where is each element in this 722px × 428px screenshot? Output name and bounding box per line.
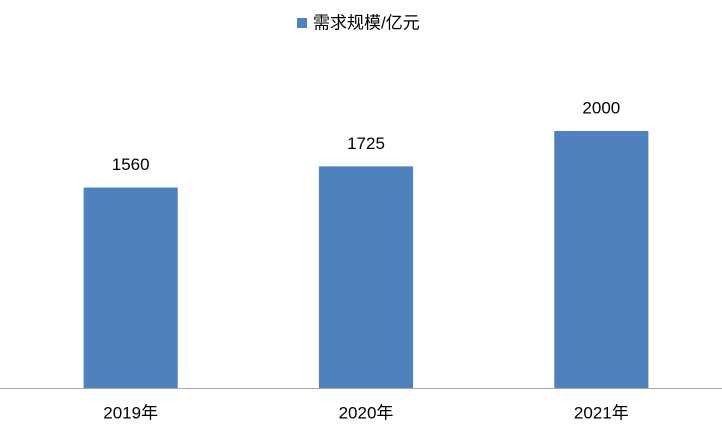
data-label: 2000: [582, 98, 620, 117]
bar: [318, 166, 414, 388]
x-tick-label: 2021年: [574, 403, 629, 422]
bar: [83, 187, 178, 388]
legend-label: 需求规模/亿元: [313, 13, 420, 32]
bar: [554, 131, 649, 388]
x-tick-label: 2019年: [103, 403, 158, 422]
data-label: 1725: [347, 134, 385, 153]
x-tick-label: 2020年: [339, 403, 394, 422]
data-label: 1560: [112, 155, 150, 174]
legend-swatch: [297, 18, 307, 28]
